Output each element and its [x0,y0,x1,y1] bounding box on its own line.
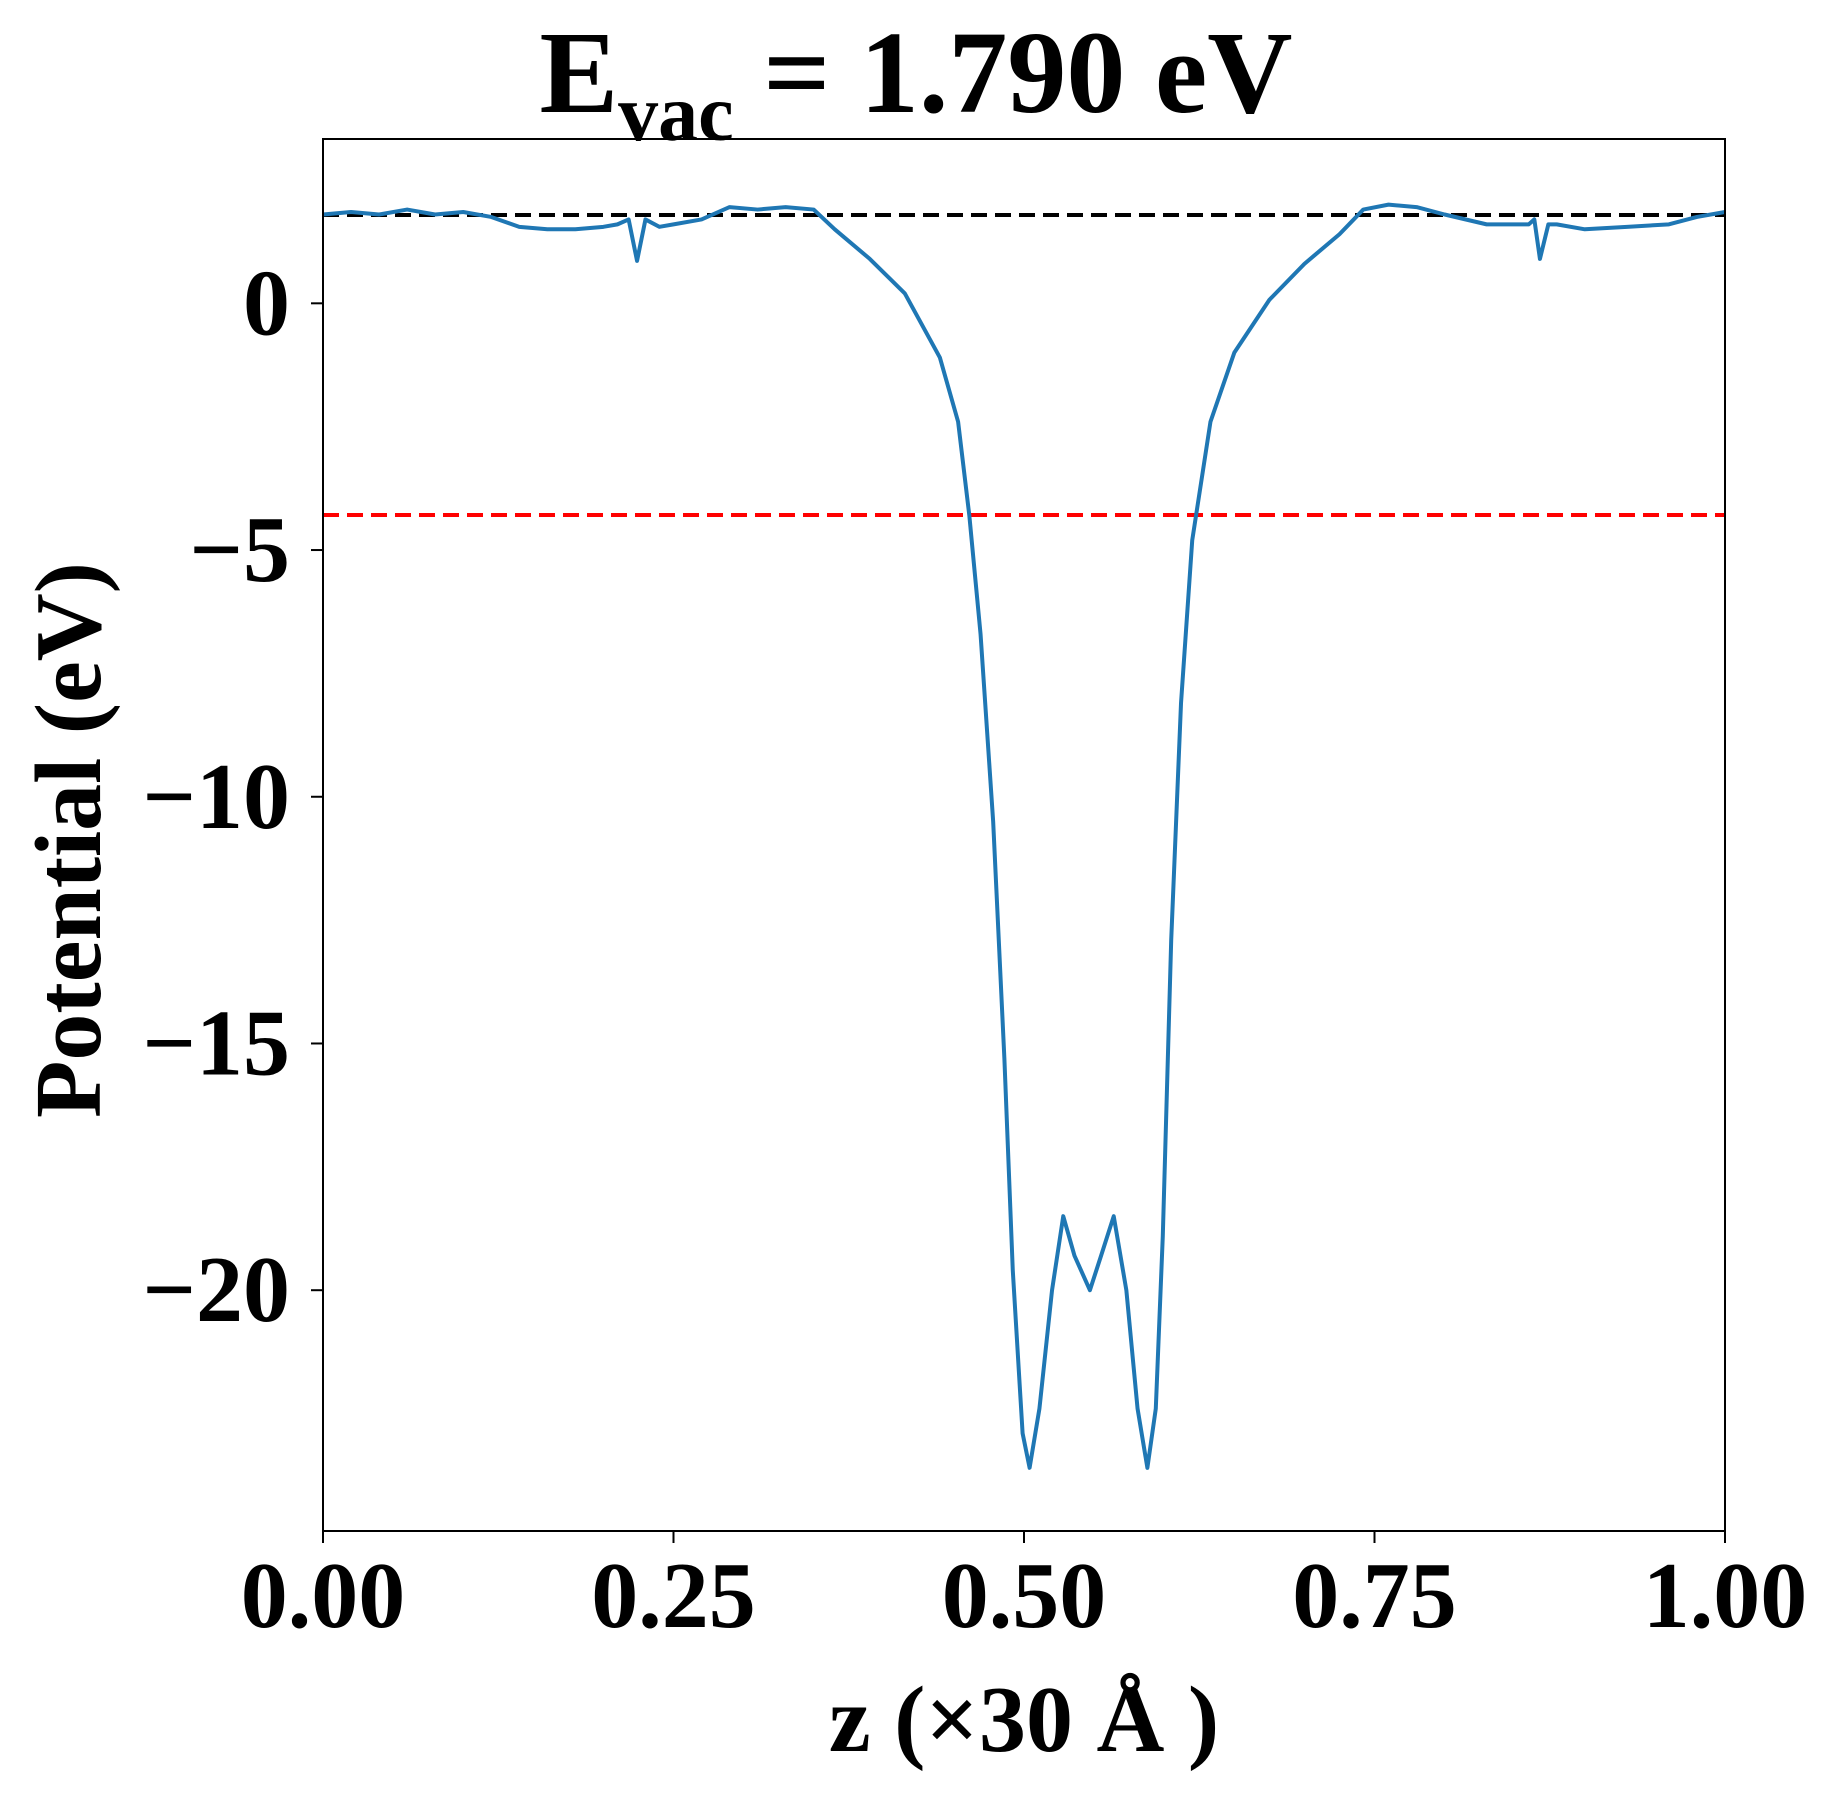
title-main: E [539,7,618,138]
y-tick-label: −5 [189,498,290,602]
plot-frame [322,138,1726,1532]
x-tick-label: 0.00 [241,1544,406,1648]
y-tick-label: 0 [243,251,290,355]
y-tick-label: −15 [142,991,290,1095]
title-subscript: vac [618,70,734,158]
x-tick-label: 0.50 [942,1544,1107,1648]
x-axis-label: z (×30 Å ) [829,1668,1219,1772]
x-tick-label: 1.00 [1643,1544,1808,1648]
y-axis-label: Potential (eV) [17,562,121,1118]
y-tick-label: −10 [142,745,290,849]
title-rest: = 1.790 eV [734,7,1293,138]
chart-title: Evac = 1.790 eV [539,7,1292,158]
x-tick-label: 0.25 [591,1544,756,1648]
y-tick-label: −20 [142,1238,290,1342]
data-line [322,202,1726,1470]
x-tick-label: 0.75 [1292,1544,1457,1648]
